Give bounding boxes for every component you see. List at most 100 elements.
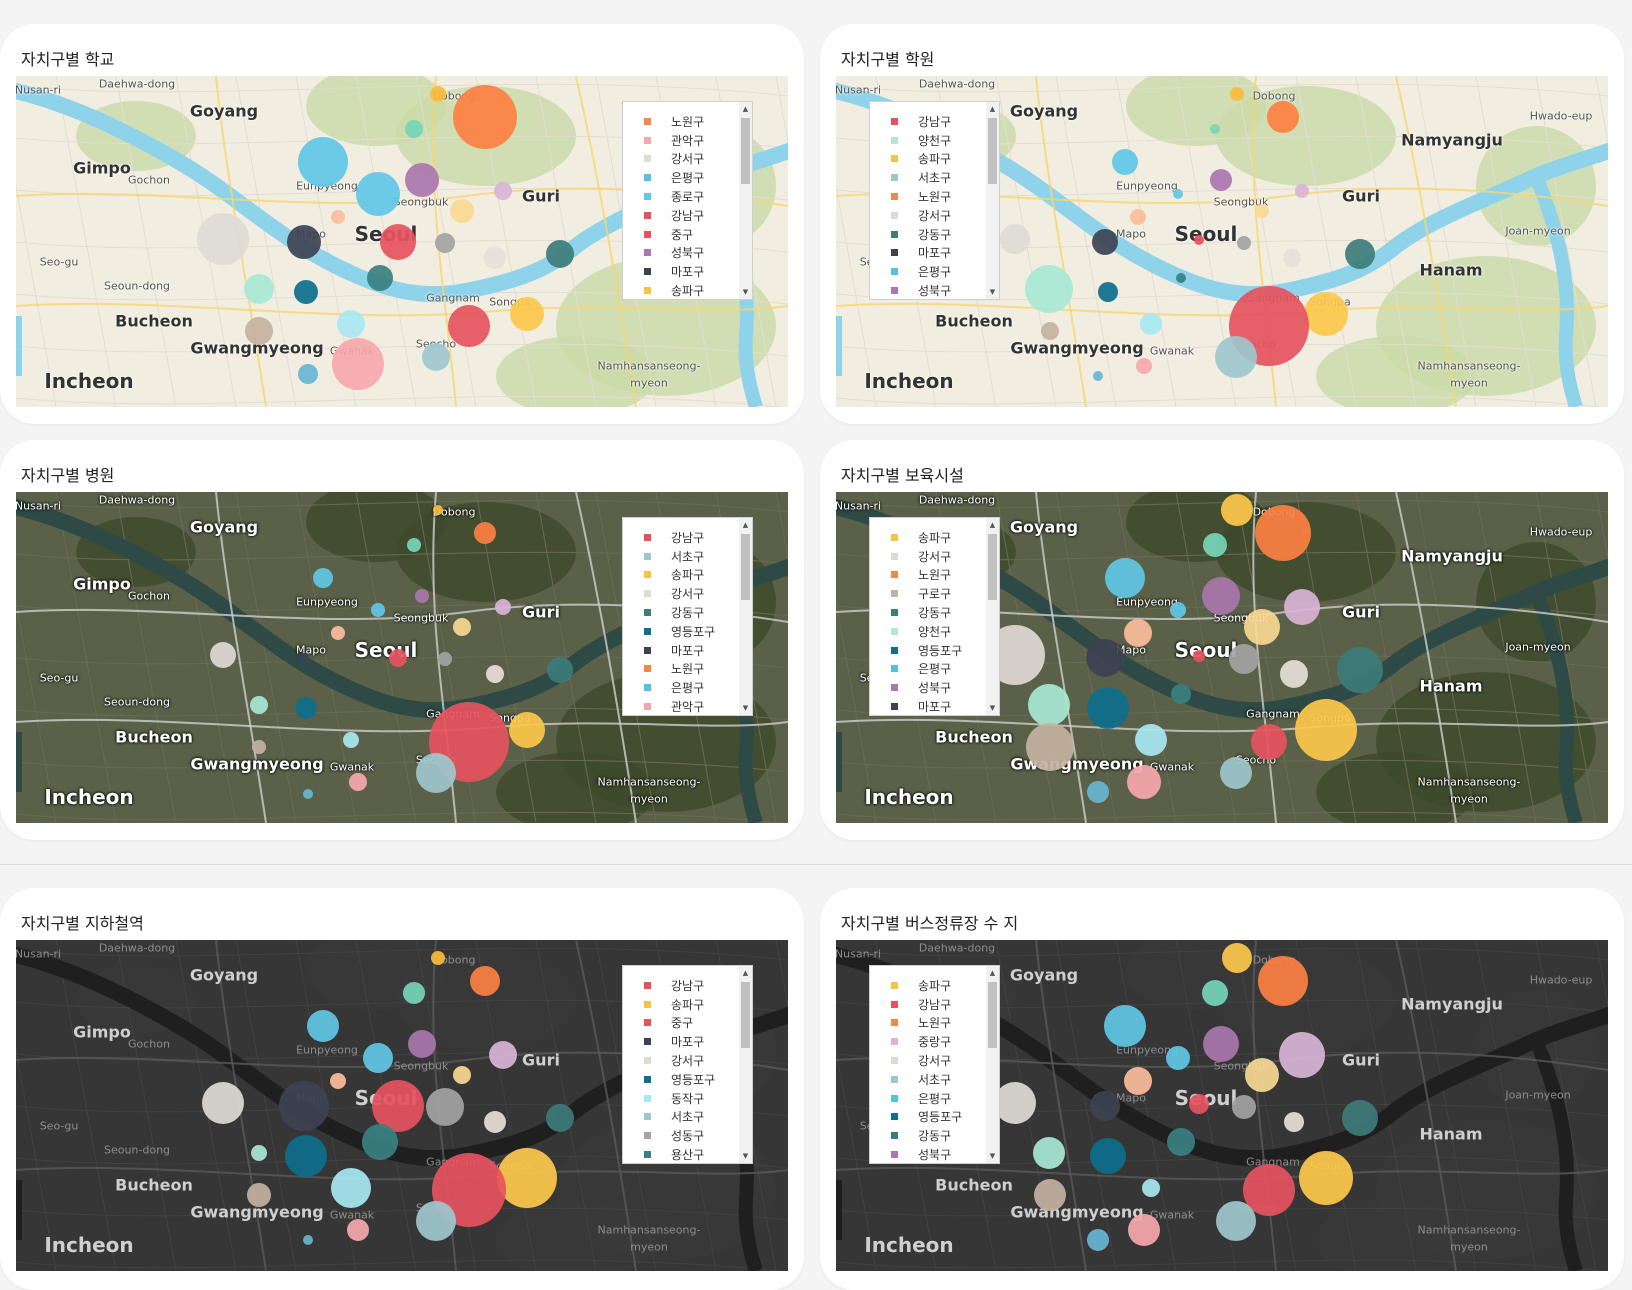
legend-box[interactable]: 강남구 서초구 송파구 강서구 강동구 영등포구 마포구 노원구 은평구 관악구 ▲ ▼ — [622, 517, 753, 716]
district-bubble[interactable] — [299, 653, 309, 663]
district-bubble[interactable] — [1230, 87, 1244, 101]
legend-item[interactable]: 성북구 — [870, 1145, 962, 1163]
district-bubble[interactable] — [450, 199, 474, 223]
district-bubble[interactable] — [197, 213, 249, 265]
legend-box[interactable]: 강남구 송파구 중구 마포구 강서구 영등포구 동작구 서초구 성동구 용산구 ▲ ▼ — [622, 965, 753, 1164]
district-bubble[interactable] — [1142, 1179, 1160, 1197]
district-bubble[interactable] — [405, 120, 423, 138]
legend-box[interactable]: 송파구 강서구 노원구 구로구 강동구 양천구 영등포구 은평구 성북구 마포구 ▲ ▼ — [869, 517, 1000, 716]
legend-item[interactable]: 노원구 — [623, 112, 704, 131]
legend-item[interactable]: 노원구 — [870, 1014, 962, 1033]
district-bubble[interactable] — [362, 1124, 398, 1160]
district-bubble[interactable] — [1135, 724, 1167, 756]
district-bubble[interactable] — [1210, 169, 1232, 191]
legend-item[interactable]: 종로구 — [623, 187, 704, 206]
district-bubble[interactable] — [1284, 589, 1320, 625]
district-bubble[interactable] — [330, 1073, 346, 1089]
district-bubble[interactable] — [252, 740, 266, 754]
district-bubble[interactable] — [1203, 533, 1227, 557]
district-bubble[interactable] — [295, 697, 317, 719]
district-bubble[interactable] — [1216, 1201, 1256, 1241]
district-bubble[interactable] — [1210, 124, 1220, 134]
district-bubble[interactable] — [1092, 229, 1118, 255]
legend-item[interactable]: 중구 — [623, 1014, 715, 1033]
legend-box[interactable]: 강남구 양천구 송파구 서초구 노원구 강서구 강동구 마포구 은평구 성북구 ▲ ▼ — [869, 101, 1000, 300]
district-bubble[interactable] — [349, 773, 367, 791]
district-bubble[interactable] — [363, 1043, 393, 1073]
legend-scrollbar[interactable]: ▲ ▼ — [986, 102, 999, 299]
district-bubble[interactable] — [547, 657, 573, 683]
district-bubble[interactable] — [1136, 358, 1152, 374]
district-bubble[interactable] — [1140, 313, 1162, 335]
legend-item[interactable]: 강서구 — [623, 584, 715, 603]
legend-item[interactable]: 은평구 — [870, 660, 962, 679]
district-bubble[interactable] — [405, 163, 439, 197]
district-bubble[interactable] — [1220, 757, 1252, 789]
district-bubble[interactable] — [1279, 1032, 1325, 1078]
district-bubble[interactable] — [994, 1082, 1036, 1124]
district-bubble[interactable] — [431, 951, 445, 965]
legend-item[interactable]: 은평구 — [870, 262, 951, 281]
scroll-up-arrow-icon[interactable]: ▲ — [742, 105, 749, 113]
district-bubble[interactable] — [448, 305, 490, 347]
district-bubble[interactable] — [546, 1104, 574, 1132]
district-bubble[interactable] — [474, 522, 496, 544]
district-bubble[interactable] — [313, 568, 333, 588]
district-bubble[interactable] — [1215, 336, 1257, 378]
district-bubble[interactable] — [546, 240, 574, 268]
scroll-down-arrow-icon[interactable]: ▼ — [989, 704, 996, 712]
district-bubble[interactable] — [371, 603, 385, 617]
district-bubble[interactable] — [337, 310, 365, 338]
legend-box[interactable]: 노원구 관악구 강서구 은평구 종로구 강남구 중구 성북구 마포구 송파구 ▲ ▼ — [622, 101, 753, 300]
district-bubble[interactable] — [1087, 781, 1109, 803]
scroll-thumb[interactable] — [988, 534, 997, 600]
district-bubble[interactable] — [1222, 943, 1252, 973]
district-bubble[interactable] — [1221, 494, 1253, 526]
district-bubble[interactable] — [372, 1080, 424, 1132]
legend-item[interactable]: 강서구 — [870, 1051, 962, 1070]
district-bubble[interactable] — [1280, 660, 1308, 688]
map-view[interactable]: GoyangGimpoGochonEunpyeongSeongbukSeoulM… — [836, 940, 1608, 1271]
district-bubble[interactable] — [494, 182, 512, 200]
district-bubble[interactable] — [453, 1066, 471, 1084]
legend-scrollbar[interactable]: ▲ ▼ — [739, 518, 752, 715]
legend-item[interactable]: 마포구 — [623, 641, 715, 660]
district-bubble[interactable] — [1202, 980, 1228, 1006]
district-bubble[interactable] — [1028, 684, 1070, 726]
district-bubble[interactable] — [1128, 1214, 1160, 1246]
district-bubble[interactable] — [1130, 209, 1146, 225]
district-bubble[interactable] — [1232, 1095, 1256, 1119]
district-bubble[interactable] — [407, 538, 421, 552]
scroll-up-arrow-icon[interactable]: ▲ — [989, 969, 996, 977]
legend-item[interactable]: 노원구 — [870, 187, 951, 206]
district-bubble[interactable] — [294, 280, 318, 304]
district-bubble[interactable] — [1258, 956, 1308, 1006]
district-bubble[interactable] — [1267, 101, 1299, 133]
district-bubble[interactable] — [332, 338, 384, 390]
legend-item[interactable]: 관악구 — [623, 697, 715, 715]
legend-item[interactable]: 은평구 — [623, 168, 704, 187]
scroll-up-arrow-icon[interactable]: ▲ — [989, 521, 996, 529]
legend-item[interactable]: 송파구 — [870, 528, 962, 547]
legend-item[interactable]: 강동구 — [623, 603, 715, 622]
district-bubble[interactable] — [1124, 1067, 1152, 1095]
district-bubble[interactable] — [1189, 1094, 1209, 1114]
district-bubble[interactable] — [1337, 647, 1383, 693]
district-bubble[interactable] — [1295, 699, 1357, 761]
scroll-down-arrow-icon[interactable]: ▼ — [742, 288, 749, 296]
scroll-thumb[interactable] — [988, 118, 997, 184]
district-bubble[interactable] — [1041, 322, 1059, 340]
legend-item[interactable]: 강동구 — [870, 1126, 962, 1145]
district-bubble[interactable] — [1026, 723, 1074, 771]
legend-item[interactable]: 강남구 — [870, 995, 962, 1014]
legend-item[interactable]: 양천구 — [870, 622, 962, 641]
district-bubble[interactable] — [303, 1235, 313, 1245]
legend-item[interactable]: 은평구 — [870, 1089, 962, 1108]
district-bubble[interactable] — [380, 224, 416, 260]
district-bubble[interactable] — [1345, 239, 1375, 269]
scroll-thumb[interactable] — [741, 982, 750, 1048]
district-bubble[interactable] — [1193, 650, 1205, 662]
legend-item[interactable]: 서초구 — [623, 547, 715, 566]
district-bubble[interactable] — [1034, 1179, 1066, 1211]
